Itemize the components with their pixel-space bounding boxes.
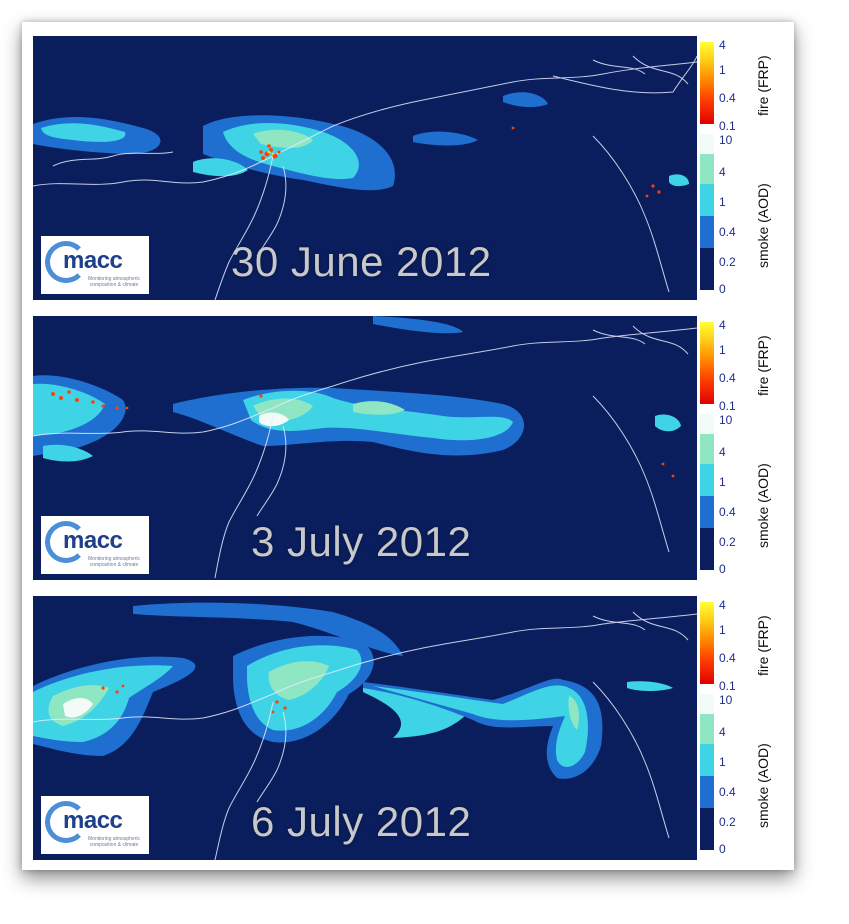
smoke-tick: 0 bbox=[719, 842, 726, 856]
smoke-tick: 0 bbox=[719, 282, 726, 296]
fire-colorbar bbox=[700, 322, 714, 404]
smoke-tick: 10 bbox=[719, 413, 733, 427]
fire-tick: 4 bbox=[719, 318, 726, 332]
fire-tick: 4 bbox=[719, 38, 726, 52]
smoke-colorbar bbox=[700, 414, 714, 570]
smoke-colorbar bbox=[700, 694, 714, 850]
smoke-tick: 4 bbox=[719, 725, 726, 739]
logo-ring-icon bbox=[45, 521, 87, 563]
smoke-legend-title: smoke (AOD) bbox=[755, 463, 771, 548]
macc-logo-1: macc Monitoring atmospheric composition … bbox=[41, 236, 149, 294]
macc-logo-3: macc Monitoring atmospheric composition … bbox=[41, 796, 149, 854]
smoke-tick: 10 bbox=[719, 133, 733, 147]
logo-tagline: Monitoring atmospheric composition & cli… bbox=[88, 836, 140, 848]
smoke-tick: 4 bbox=[719, 165, 726, 179]
smoke-tick: 1 bbox=[719, 755, 726, 769]
smoke-legend-title: smoke (AOD) bbox=[755, 743, 771, 828]
smoke-tick: 1 bbox=[719, 195, 726, 209]
logo-wordmark: macc bbox=[63, 807, 123, 834]
fire-tick: 0.1 bbox=[719, 399, 736, 413]
fire-colorbar bbox=[700, 42, 714, 124]
smoke-tick: 0 bbox=[719, 562, 726, 576]
fire-tick: 1 bbox=[719, 623, 726, 637]
fire-legend-title: fire (FRP) bbox=[755, 615, 771, 676]
legend-3: 4 1 0.4 0.1 10 4 1 0.4 0.2 0 fire (FRP) … bbox=[697, 596, 788, 860]
smoke-tick: 0.4 bbox=[719, 225, 736, 239]
fire-legend-title: fire (FRP) bbox=[755, 55, 771, 116]
smoke-tick: 0.2 bbox=[719, 535, 736, 549]
smoke-tick: 0.2 bbox=[719, 255, 736, 269]
logo-ring-icon bbox=[45, 241, 87, 283]
fire-tick: 0.1 bbox=[719, 679, 736, 693]
map-panel-1: 30 June 2012 macc Monitoring atmospheric… bbox=[33, 36, 788, 300]
fire-tick: 0.4 bbox=[719, 371, 736, 385]
fire-legend-title: fire (FRP) bbox=[755, 335, 771, 396]
map-panel-2: 3 July 2012 macc Monitoring atmospheric … bbox=[33, 316, 788, 580]
fire-tick: 0.1 bbox=[719, 119, 736, 133]
logo-wordmark: macc bbox=[63, 527, 123, 554]
smoke-tick: 0.4 bbox=[719, 505, 736, 519]
smoke-tick: 0.2 bbox=[719, 815, 736, 829]
logo-tagline: Monitoring atmospheric composition & cli… bbox=[88, 276, 140, 288]
legend-1: 4 1 0.4 0.1 10 4 1 0.4 0.2 0 fire (FRP) … bbox=[697, 36, 788, 300]
fire-tick: 1 bbox=[719, 63, 726, 77]
map-panel-3: 6 July 2012 macc Monitoring atmospheric … bbox=[33, 596, 788, 860]
logo-tagline: Monitoring atmospheric composition & cli… bbox=[88, 556, 140, 568]
fire-tick: 0.4 bbox=[719, 651, 736, 665]
fire-tick: 1 bbox=[719, 343, 726, 357]
logo-ring-icon bbox=[45, 801, 87, 843]
smoke-tick: 10 bbox=[719, 693, 733, 707]
legend-2: 4 1 0.4 0.1 10 4 1 0.4 0.2 0 fire (FRP) … bbox=[697, 316, 788, 580]
logo-wordmark: macc bbox=[63, 247, 123, 274]
smoke-colorbar bbox=[700, 134, 714, 290]
fire-colorbar bbox=[700, 602, 714, 684]
smoke-tick: 0.4 bbox=[719, 785, 736, 799]
fire-tick: 4 bbox=[719, 598, 726, 612]
macc-logo-2: macc Monitoring atmospheric composition … bbox=[41, 516, 149, 574]
fire-tick: 0.4 bbox=[719, 91, 736, 105]
smoke-tick: 4 bbox=[719, 445, 726, 459]
smoke-tick: 1 bbox=[719, 475, 726, 489]
smoke-legend-title: smoke (AOD) bbox=[755, 183, 771, 268]
